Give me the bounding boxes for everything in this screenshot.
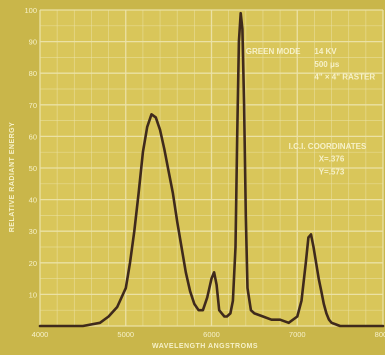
y-tick-label: 100	[24, 6, 37, 15]
annotations: GREEN MODE 14 KV 500 μs 4" × 4" RASTER I.C.I…	[246, 47, 376, 176]
y-tick-label: 20	[29, 259, 37, 268]
x-tick-label: 5000	[117, 330, 134, 339]
y-tick-label: 10	[29, 290, 37, 299]
y-tick-label: 50	[29, 164, 37, 173]
annotation: Y=.573	[319, 167, 345, 176]
y-tick-label: 80	[29, 69, 37, 78]
grid	[39, 9, 384, 327]
annotation: 500 μs	[314, 60, 339, 69]
x-tick-label: 4000	[32, 330, 49, 339]
tick-labels: 10 20 30 40 50 60 70 80 90 100 4000 5000 6000 7000 800…	[24, 6, 385, 339]
x-tick-label: 8000	[375, 330, 385, 339]
y-tick-label: 30	[29, 227, 37, 236]
y-tick-label: 60	[29, 132, 37, 141]
x-tick-label: 7000	[289, 330, 306, 339]
y-tick-label: 90	[29, 38, 37, 47]
annotation: X=.376	[319, 155, 345, 164]
y-axis-label: RELATIVE RADIANT ENERGY	[9, 122, 16, 233]
x-tick-label: 6000	[203, 330, 220, 339]
y-tick-label: 40	[29, 196, 37, 205]
y-tick-label: 70	[29, 101, 37, 110]
annotation: 4" × 4" RASTER	[314, 73, 375, 82]
series-line	[38, 11, 385, 328]
annotation: I.C.I. COORDINATES	[289, 142, 367, 151]
x-axis-label: WAVELENGTH ANGSTROMS	[152, 343, 258, 350]
annotation: GREEN MODE	[246, 47, 301, 56]
annotation: 14 KV	[314, 47, 337, 56]
